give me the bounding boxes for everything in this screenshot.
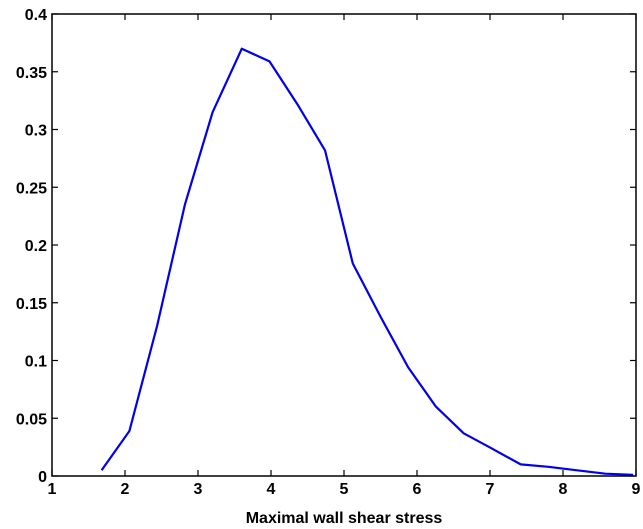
x-tick-label: 3 (194, 481, 203, 498)
x-tick-label: 7 (486, 481, 495, 498)
y-tick-label: 0.3 (25, 123, 47, 140)
x-axis-title: Maximal wall shear stress (246, 510, 443, 527)
y-tick-label: 0.1 (25, 354, 47, 371)
y-tick-label: 0.4 (25, 7, 47, 24)
y-tick-label: 0 (38, 469, 47, 486)
series-line (100, 47, 634, 476)
x-tick-label: 8 (559, 481, 568, 498)
y-tick-label: 0.2 (25, 238, 47, 255)
x-tick-label: 9 (632, 481, 641, 498)
tick-labels: 1 2 3 4 5 6 7 8 9 0 0.05 0.1 0.15 0.2 0.25 0.3 0.35 0.4 (16, 7, 641, 498)
x-tick-label: 1 (48, 481, 57, 498)
x-tick-label: 4 (267, 481, 276, 498)
y-tick-label: 0.25 (16, 180, 47, 197)
plot-frame (51, 13, 637, 477)
x-tick-label: 2 (121, 481, 130, 498)
y-tick-label: 0.05 (16, 411, 47, 428)
x-tick-label: 5 (340, 481, 349, 498)
y-tick-label: 0.35 (16, 65, 47, 82)
x-tick-label: 6 (413, 481, 422, 498)
y-tick-label: 0.15 (16, 296, 47, 313)
plot-area (52, 14, 636, 476)
